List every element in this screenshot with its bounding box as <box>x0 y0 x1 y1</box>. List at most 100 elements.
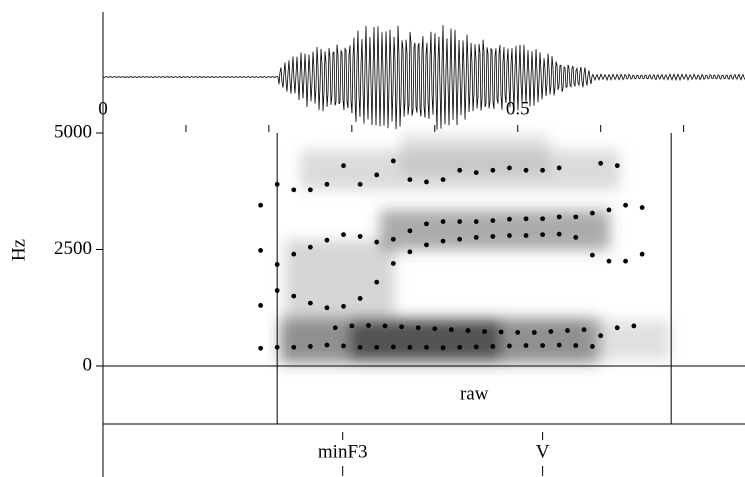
formant-point <box>440 177 446 183</box>
formant-point <box>523 216 529 222</box>
formant-point <box>448 327 454 333</box>
formant-point <box>631 323 637 329</box>
formant-point <box>341 163 346 169</box>
formant-point <box>598 333 604 339</box>
formant-point <box>457 236 463 242</box>
formant-point <box>606 258 612 264</box>
formant-point <box>614 163 620 169</box>
formant-point <box>258 248 263 253</box>
formant-point <box>357 234 363 239</box>
formant-point <box>540 343 546 348</box>
formant-point <box>332 325 338 331</box>
formant-point <box>457 219 463 224</box>
formant-point <box>573 234 579 240</box>
formant-point <box>482 329 487 334</box>
formant-point <box>589 210 595 216</box>
formant-point <box>424 179 429 185</box>
formant-point <box>473 170 479 176</box>
formant-point <box>507 165 512 171</box>
formant-point <box>341 232 346 237</box>
formant-point <box>424 242 429 248</box>
waveform <box>102 25 745 130</box>
formant-point <box>374 344 380 350</box>
formant-point <box>507 233 512 238</box>
formant-point <box>556 165 562 171</box>
formant-point <box>307 300 313 306</box>
formant-point <box>324 305 330 311</box>
formant-point <box>573 343 579 348</box>
formant-point <box>374 279 380 285</box>
formant-point <box>357 296 363 301</box>
point-label: minF3 <box>318 441 368 462</box>
y-tick-label: 5000 <box>54 121 92 142</box>
formant-point <box>407 249 413 255</box>
y-tick-label: 2500 <box>54 238 92 259</box>
formant-point <box>307 344 313 349</box>
formant-point <box>324 181 330 187</box>
formant-point <box>507 343 512 349</box>
formant-point <box>556 214 562 220</box>
formant-point <box>490 167 496 173</box>
formant-point <box>589 344 595 349</box>
formant-point <box>432 326 438 332</box>
formant-point <box>440 219 446 224</box>
formant-point <box>556 342 562 348</box>
formant-point <box>291 251 297 257</box>
formant-point <box>415 325 421 331</box>
formant-point <box>565 328 570 333</box>
formant-point <box>457 344 463 350</box>
formant-point <box>440 238 446 244</box>
formant-point <box>457 167 463 173</box>
formant-point <box>473 344 479 350</box>
formant-point <box>523 167 529 173</box>
x-tick-label: 0.5 <box>506 98 530 119</box>
y-tick-label: 0 <box>83 354 93 375</box>
formant-point <box>341 303 346 309</box>
formant-point <box>424 344 429 350</box>
formant-point <box>390 261 396 266</box>
formant-point <box>623 258 628 264</box>
formant-point <box>324 237 330 243</box>
formant-point <box>291 293 297 299</box>
formant-point <box>357 344 363 350</box>
formant-point <box>374 172 380 178</box>
formant-point <box>407 177 413 183</box>
point-label: V <box>536 441 550 462</box>
formant-point <box>515 330 521 335</box>
formant-point <box>258 345 263 351</box>
formant-point <box>540 167 546 173</box>
formant-point <box>307 244 313 250</box>
formant-point <box>639 205 645 210</box>
spectrogram <box>280 135 670 363</box>
formant-point <box>390 158 396 164</box>
formant-point <box>473 234 479 240</box>
formant-point <box>531 330 537 335</box>
formant-point <box>274 262 280 267</box>
formant-point <box>540 232 546 237</box>
formant-point <box>540 216 546 222</box>
formant-point <box>274 344 280 350</box>
formant-point <box>573 214 579 220</box>
formant-point <box>507 216 512 222</box>
formant-point <box>274 181 280 187</box>
formant-point <box>258 303 263 308</box>
formant-point <box>390 344 396 350</box>
formant-point <box>274 288 280 293</box>
formant-point <box>639 251 645 257</box>
x-tick-label: 0 <box>98 98 108 119</box>
formant-point <box>606 207 612 213</box>
formant-point <box>490 234 496 239</box>
formant-point <box>473 219 479 224</box>
formant-point <box>349 323 355 329</box>
formant-point <box>324 342 330 348</box>
formant-point <box>399 324 405 330</box>
y-axis-label: Hz <box>8 239 29 261</box>
formant-point <box>589 252 595 258</box>
formant-point <box>407 344 413 350</box>
formant-point <box>382 323 388 329</box>
formant-point <box>490 218 496 224</box>
formant-point <box>598 160 604 166</box>
formant-point <box>440 345 446 351</box>
formant-point <box>623 202 628 208</box>
formant-point <box>424 221 429 227</box>
